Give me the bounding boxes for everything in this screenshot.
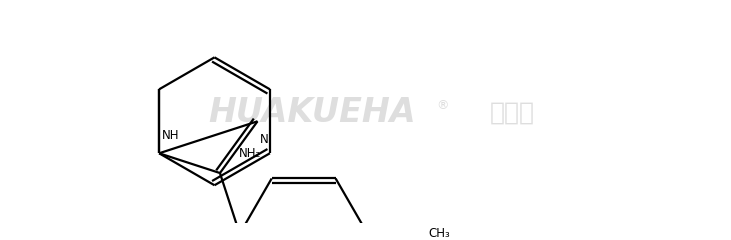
Text: HUAKUEHA: HUAKUEHA — [208, 96, 416, 129]
Text: ®: ® — [436, 99, 448, 112]
Text: N: N — [260, 133, 269, 146]
Text: NH: NH — [162, 129, 179, 142]
Text: 化学加: 化学加 — [490, 100, 534, 124]
Text: NH₂: NH₂ — [239, 147, 261, 160]
Text: CH₃: CH₃ — [428, 227, 450, 240]
